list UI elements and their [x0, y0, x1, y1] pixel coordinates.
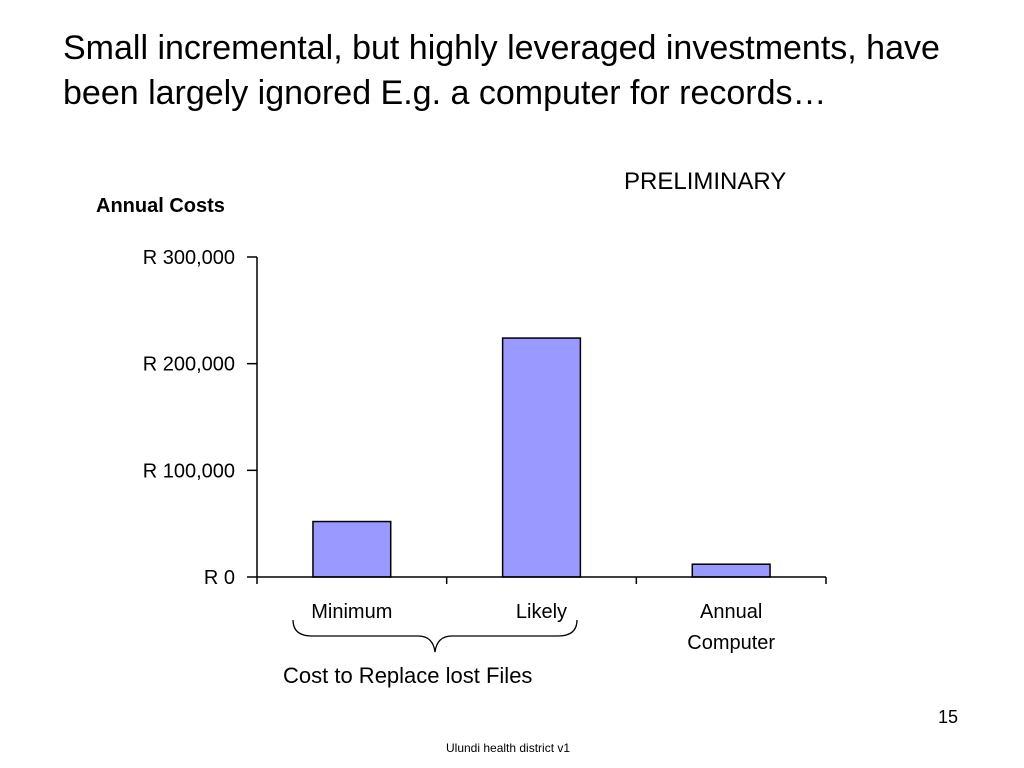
- x-tick-label-line: Likely: [516, 601, 567, 623]
- x-tick-label: Likely: [516, 601, 567, 623]
- bar-annual-computer: [691, 563, 771, 578]
- x-tick-label: Annual Computer: [687, 601, 775, 654]
- x-tick-label: Minimum: [311, 601, 392, 623]
- x-axis-labels: Minimum Likely Annual Computer: [311, 601, 775, 654]
- x-tick-label-line: Minimum: [311, 601, 392, 623]
- page-number: 15: [938, 707, 959, 727]
- preliminary-label: PRELIMINARY: [624, 168, 787, 195]
- x-tick-label-line: Annual: [700, 601, 762, 623]
- footer-text: Ulundi health district v1: [446, 741, 571, 755]
- grouping-brace: [292, 619, 578, 653]
- bar-minimum: [312, 520, 392, 578]
- y-tick-label: R 0: [204, 567, 235, 589]
- x-tick-label-line: Computer: [687, 632, 775, 654]
- bar-likely: [501, 337, 582, 578]
- y-tick-label: R 200,000: [143, 354, 235, 376]
- brace-annotation: Cost to Replace lost Files: [283, 663, 533, 688]
- bars: [312, 337, 771, 578]
- y-axis-title: Annual Costs: [96, 195, 225, 217]
- y-tick-label: R 100,000: [143, 460, 235, 482]
- slide-title: Small incremental, but highly leveraged …: [63, 29, 940, 112]
- x-axis-ticks: [256, 577, 827, 584]
- axes: [256, 257, 826, 578]
- y-tick-label: R 300,000: [143, 247, 235, 269]
- y-axis-ticks: R 0 R 100,000 R 200,000 R 300,000: [143, 247, 257, 589]
